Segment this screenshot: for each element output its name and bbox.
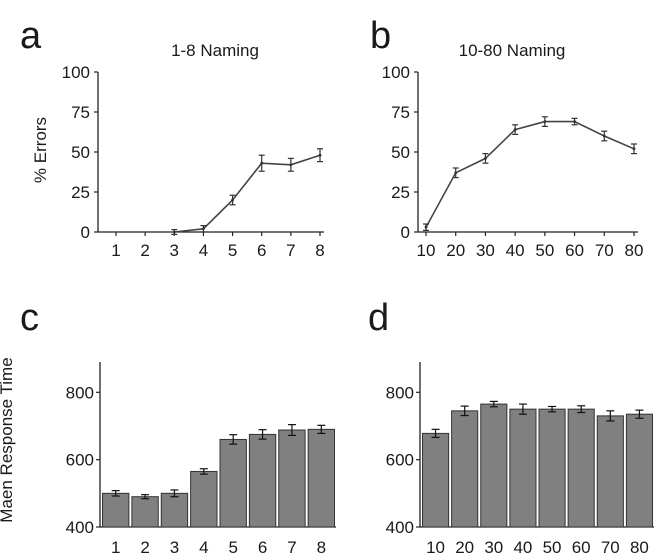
- x-tick-label: 40: [513, 538, 532, 556]
- x-tick-label: 7: [286, 241, 295, 260]
- y-tick-label: 75: [71, 103, 90, 122]
- panel-d-bar-chart: 400 600 800 10 20 30 40 50 60 70 80: [386, 362, 654, 556]
- x-tick-label: 60: [572, 538, 591, 556]
- x-tick-label: 80: [625, 241, 644, 260]
- bar: [625, 413, 653, 528]
- x-tick-label: 30: [484, 538, 503, 556]
- y-tick-label: 0: [401, 223, 410, 242]
- bar: [219, 438, 247, 528]
- bar: [190, 470, 218, 528]
- x-tick-label: 1: [111, 538, 120, 556]
- y-tick-label: 0: [81, 223, 90, 242]
- y-tick-label: 400: [66, 518, 94, 537]
- x-tick-label: 80: [630, 538, 649, 556]
- y-axis-label-errors: % Errors: [31, 117, 50, 183]
- data-point: [513, 128, 517, 132]
- x-tick-label: 3: [170, 241, 179, 260]
- y-tick-label: 800: [66, 383, 94, 402]
- bar: [596, 415, 624, 528]
- x-tick-label: 70: [601, 538, 620, 556]
- data-point: [231, 198, 234, 202]
- data-point: [543, 120, 547, 123]
- data-point: [573, 120, 576, 123]
- x-tick-label: 10: [426, 538, 445, 556]
- bar: [248, 433, 277, 528]
- y-tick-label: 25: [391, 183, 410, 202]
- x-tick-label: 30: [476, 241, 495, 260]
- x-tick-label: 50: [543, 538, 562, 556]
- y-tick-label: 600: [386, 451, 414, 470]
- data-point: [424, 225, 428, 229]
- panel-letter-c: c: [20, 297, 39, 339]
- bar: [422, 432, 450, 528]
- x-tick-label: 2: [140, 241, 149, 260]
- panel-title-b: 10-80 Naming: [459, 41, 566, 60]
- data-point: [202, 227, 205, 231]
- bar: [102, 492, 130, 528]
- x-tick-label: 4: [199, 241, 208, 260]
- y-tick-label: 50: [71, 143, 90, 162]
- y-tick-label: 100: [382, 63, 410, 82]
- data-point: [484, 157, 487, 160]
- panel-letter-a: a: [20, 15, 42, 57]
- y-tick-label: 400: [386, 518, 414, 537]
- y-tick-label: 600: [66, 451, 94, 470]
- y-axis-label-response-time: Maen Response Time: [0, 357, 16, 522]
- panel-letter-d: d: [368, 297, 389, 339]
- data-point: [632, 147, 636, 151]
- x-tick-label: 40: [506, 241, 525, 260]
- x-tick-label: 7: [287, 538, 296, 556]
- x-tick-label: 70: [595, 241, 614, 260]
- y-tick-label: 800: [386, 383, 414, 402]
- bar: [567, 408, 595, 528]
- x-tick-label: 8: [315, 241, 324, 260]
- data-point: [172, 230, 176, 234]
- y-tick-label: 25: [71, 183, 90, 202]
- panel-c-bar-chart: 400 600 800 1 2 3 4 5 6 7 8: [66, 362, 336, 556]
- data-point: [260, 161, 264, 165]
- y-tick-label: 50: [391, 143, 410, 162]
- bar: [538, 408, 566, 528]
- x-tick-label: 20: [446, 241, 465, 260]
- series-line: [425, 120, 635, 228]
- x-tick-label: 20: [455, 538, 474, 556]
- bar: [160, 492, 189, 528]
- x-tick-label: 5: [228, 241, 237, 260]
- panel-a-line-chart: 0 25 50 75 100 1 2 3 4 5 6 7 8: [62, 63, 325, 260]
- x-tick-label: 5: [228, 538, 237, 556]
- bar: [131, 496, 159, 528]
- panel-letter-b: b: [370, 15, 391, 57]
- bar: [278, 429, 306, 528]
- x-tick-label: 8: [317, 538, 326, 556]
- x-tick-label: 6: [258, 538, 267, 556]
- x-tick-label: 60: [565, 241, 584, 260]
- y-tick-label: 75: [391, 103, 410, 122]
- x-tick-label: 2: [140, 538, 149, 556]
- panel-b-line-chart: 0 25 50 75 100 10 20 30 40 50 60 70 80: [382, 63, 644, 260]
- data-point: [602, 134, 606, 138]
- panel-title-a: 1-8 Naming: [171, 41, 259, 60]
- bar: [509, 408, 537, 528]
- y-tick-label: 100: [62, 63, 90, 82]
- bar: [307, 428, 335, 528]
- x-tick-label: 6: [257, 241, 266, 260]
- bar: [451, 410, 479, 528]
- x-tick-label: 50: [535, 241, 554, 260]
- x-tick-label: 10: [417, 241, 436, 260]
- x-tick-label: 4: [199, 538, 208, 556]
- bar: [480, 403, 508, 528]
- series-line: [174, 154, 321, 233]
- data-point: [318, 153, 322, 157]
- data-point: [289, 163, 293, 167]
- data-point: [454, 171, 458, 175]
- x-tick-label: 1: [111, 241, 120, 260]
- x-tick-label: 3: [170, 538, 179, 556]
